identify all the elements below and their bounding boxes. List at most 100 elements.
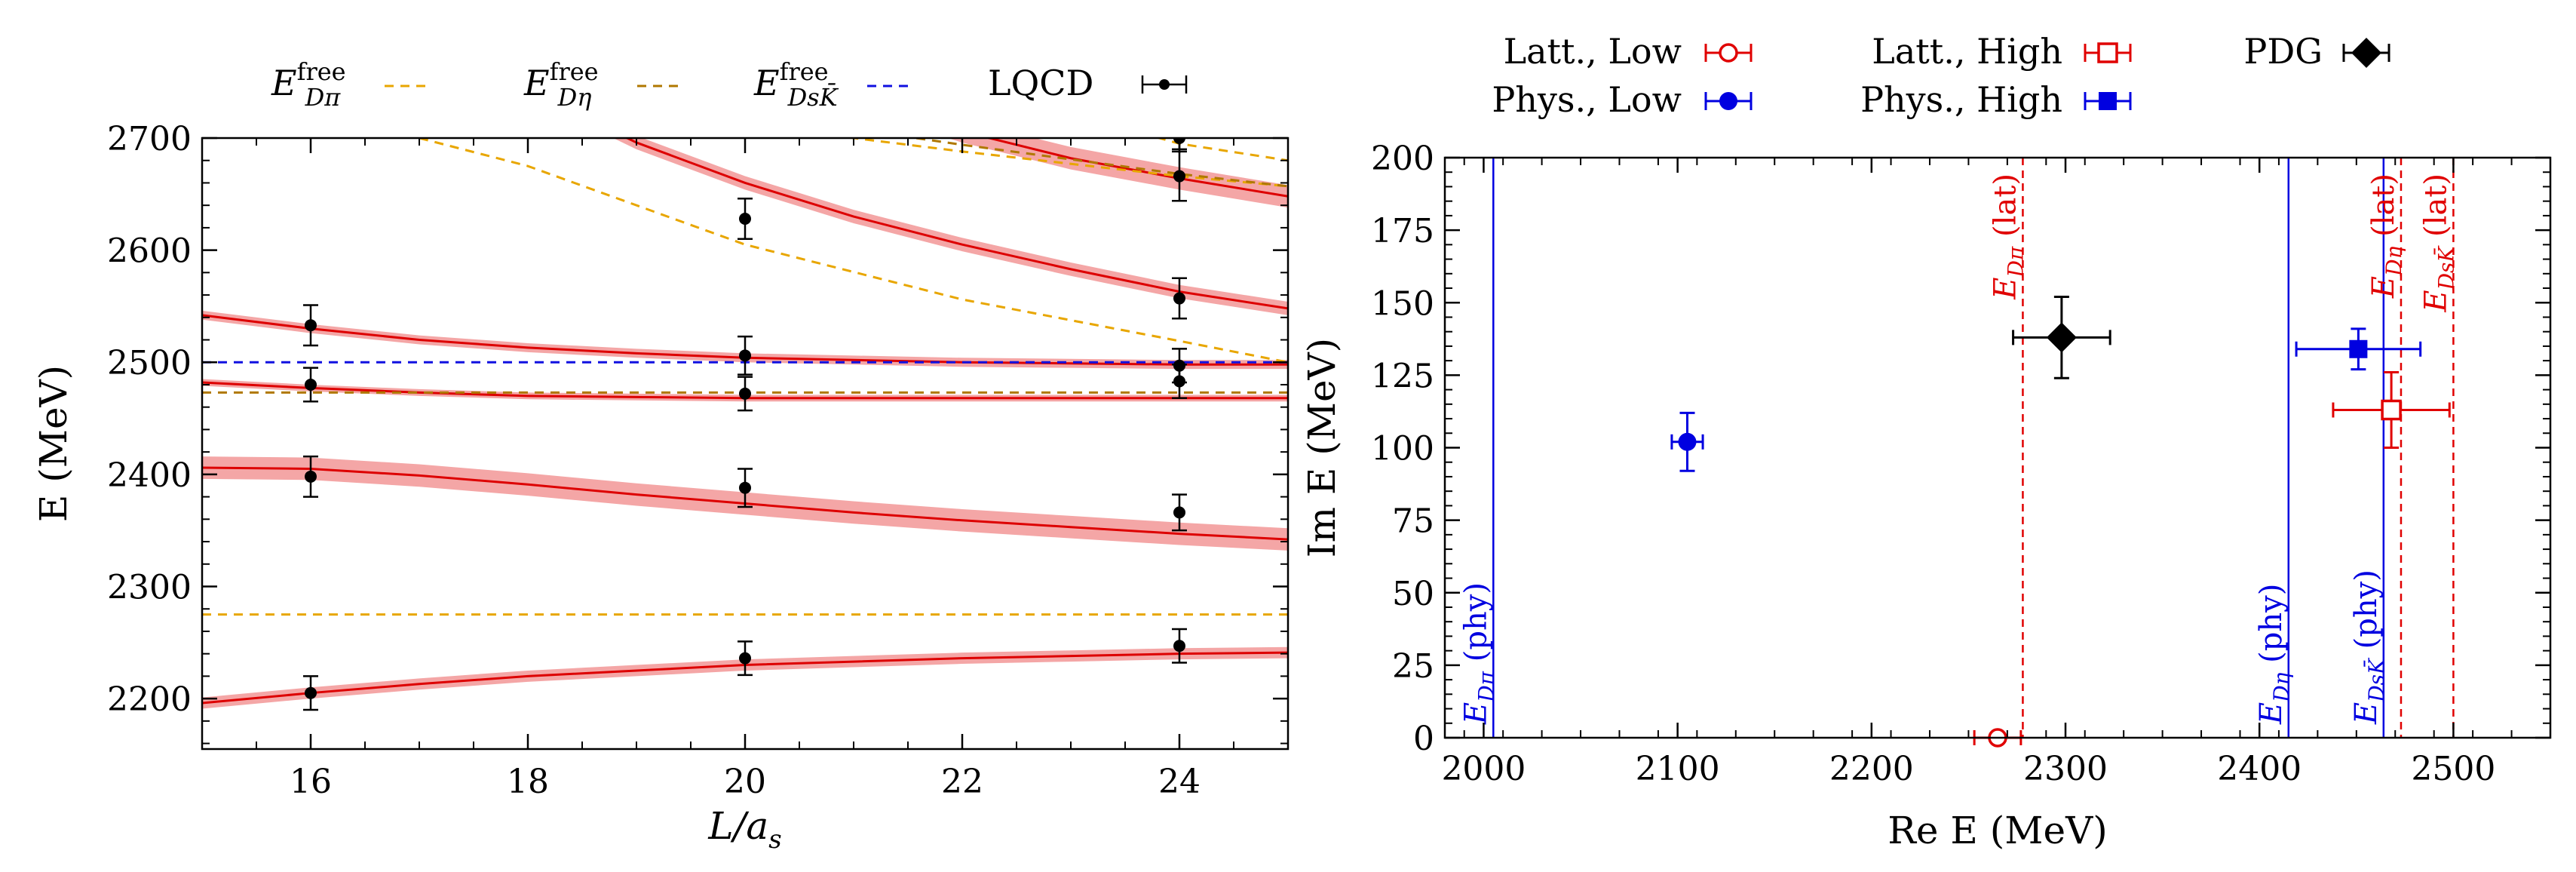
left-legend-label-2: Efree DsK̄ [753, 57, 839, 112]
fit-line-5 [984, 138, 1288, 198]
threshold-label-suffix-5: (lat) [2418, 173, 2453, 247]
left-legend-label-0-main: E [271, 63, 297, 103]
right-ytick-label-6: 150 [1371, 284, 1434, 323]
left-xtick-label-4: 24 [1158, 763, 1201, 801]
right-xtick-label-5: 2500 [2411, 750, 2495, 788]
lqcd-marker-3 [305, 319, 317, 332]
threshold-label-0: EDπ (phy) [1458, 582, 1498, 725]
point-marker-legend-0 [1719, 43, 1738, 63]
right-xtick-label-1: 2100 [1636, 750, 1720, 788]
left-legend-label-1-sup: free [550, 57, 599, 86]
lqcd-point-1 [303, 455, 318, 498]
point-marker-3 [1678, 432, 1697, 451]
left-xtick-label-3: 22 [941, 763, 983, 801]
left-legend-label-3: LQCD [988, 63, 1093, 103]
point-marker-1 [2381, 399, 2402, 421]
lqcd-point-5 [738, 468, 753, 508]
threshold-label-main-1: E [2254, 702, 2289, 725]
fit-band-2 [202, 379, 1288, 402]
lqcd-point-3 [303, 304, 318, 347]
left-legend: Efree Dπ Efree Dη Efree DsK̄ LQCD [271, 57, 1188, 112]
threshold-label-suffix-0: (phy) [1458, 582, 1493, 671]
right-ytick-label-8: 200 [1371, 140, 1434, 178]
right-xlabel: Re E (MeV) [1888, 809, 2107, 852]
lqcd-point-9 [1172, 628, 1187, 664]
lqcd-point-8 [738, 198, 753, 241]
right-ytick-label-0: 0 [1413, 720, 1434, 758]
lqcd-marker-1 [305, 470, 317, 483]
point-marker-legend-1 [2097, 42, 2118, 63]
threshold-label-sub-4: Dη [2381, 246, 2406, 276]
left-legend-label-2-main: E [753, 63, 780, 103]
left-xtick-label-0: 16 [290, 763, 332, 801]
left-legend-label-2-sub: DsK̄ [787, 83, 839, 112]
left-ytick-label-1: 2300 [107, 568, 192, 606]
lqcd-point-7 [738, 335, 753, 376]
threshold-label-sub-0: Dπ [1474, 671, 1498, 702]
lqcd-point-12 [1172, 348, 1187, 384]
right-xtick-label-3: 2300 [2023, 750, 2108, 788]
lqcd-marker-5 [739, 481, 751, 494]
lqcd-marker-6 [739, 387, 751, 400]
left-xlabel-text: L/a [707, 804, 768, 848]
right-ylabel: Im E (MeV) [1300, 338, 1344, 557]
left-ytick-label-4: 2600 [107, 232, 192, 271]
lqcd-marker-8 [739, 213, 751, 226]
point-3 [1670, 411, 1704, 472]
lqcd-marker-7 [739, 349, 751, 362]
lqcd-point-14 [1172, 150, 1187, 202]
threshold-label-suffix-3: (lat) [1988, 173, 2022, 247]
lqcd-marker-2 [305, 378, 317, 391]
left-plot-area [202, 138, 1288, 711]
threshold-label-3: EDπ (lat) [1988, 173, 2028, 300]
point-4 [2295, 327, 2422, 371]
right-xtick-label-2: 2200 [1829, 750, 1914, 788]
threshold-label-suffix-4: (lat) [2366, 173, 2401, 247]
point-marker-2 [2046, 322, 2077, 353]
left-legend-label-0: Efree Dπ [271, 57, 346, 112]
fit-line-4 [624, 138, 1288, 310]
lqcd-marker-14 [1173, 170, 1185, 183]
left-legend-label-1-sub: Dη [557, 83, 592, 112]
point-marker-legend-3 [1719, 92, 1737, 110]
threshold-label-sub-2: DsK̄ [2363, 657, 2389, 703]
lqcd-marker-9 [1173, 640, 1185, 652]
left-ytick-label-3: 2500 [107, 344, 192, 382]
threshold-label-1: EDη (phy) [2254, 584, 2294, 725]
left-legend-label-0-sub: Dπ [305, 83, 342, 112]
lqcd-point-13 [1172, 277, 1187, 320]
left-xlabel: L/as [707, 804, 781, 855]
threshold-label-main-2: E [2349, 702, 2384, 725]
threshold-label-5: EDsK̄ (lat) [2418, 173, 2458, 313]
right-xtick-label-4: 2400 [2217, 750, 2302, 788]
right-ytick-label-5: 125 [1371, 357, 1434, 395]
left-legend-label-1-main: E [523, 63, 550, 103]
point-1 [2332, 371, 2451, 449]
legend-lqcd-marker [1159, 79, 1170, 90]
right-chart: EDπ (phy)EDη (phy)EDsK̄ (phy)EDπ (lat)ED… [1300, 31, 2552, 852]
right-legend-label-1: Latt., High [1872, 31, 2062, 72]
threshold-label-main-0: E [1458, 702, 1493, 725]
lqcd-point-2 [303, 367, 318, 403]
point-marker-legend-4 [2099, 92, 2117, 110]
left-chart: 16 18 20 22 24 2200 2300 2400 2500 2600 2700 L/as E … [32, 57, 1290, 855]
right-ytick-label-4: 100 [1371, 430, 1434, 468]
right-ytick-label-2: 50 [1392, 575, 1434, 613]
point-marker-legend-2 [2351, 38, 2381, 68]
right-legend-label-3: Phys., Low [1492, 79, 1682, 120]
threshold-label-sub-3: Dπ [2003, 246, 2028, 278]
threshold-label-main-3: E [1988, 278, 2022, 300]
lqcd-marker-13 [1173, 292, 1185, 305]
right-legend: Latt., Low Latt., High PDG Phys., Low Phys.,… [1492, 31, 2390, 120]
lqcd-marker-4 [739, 652, 751, 665]
threshold-label-suffix-1: (phy) [2254, 584, 2289, 673]
left-xtick-label-1: 18 [507, 763, 549, 801]
right-ytick-label-1: 25 [1392, 647, 1434, 686]
right-xtick-label-0: 2000 [1441, 750, 1526, 788]
point-marker-4 [2349, 339, 2368, 358]
right-ytick-label-7: 175 [1371, 212, 1434, 250]
threshold-label-sub-5: DsK̄ [2433, 245, 2458, 291]
threshold-label-sub-1: Dη [2269, 672, 2294, 702]
left-xlabel-sub: s [768, 824, 781, 855]
left-legend-label-2-sup: free [780, 57, 829, 86]
